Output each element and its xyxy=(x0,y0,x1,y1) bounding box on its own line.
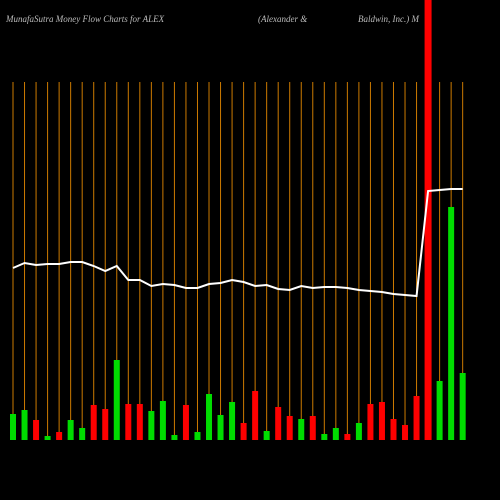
bar xyxy=(332,428,339,440)
bar xyxy=(367,404,374,440)
bar xyxy=(286,416,293,440)
bar xyxy=(344,434,351,440)
bar xyxy=(113,360,120,440)
bar xyxy=(90,405,97,440)
bar xyxy=(10,414,16,440)
bar xyxy=(252,391,259,440)
bar xyxy=(102,409,109,440)
bar xyxy=(298,419,305,440)
bar xyxy=(240,423,247,440)
bar xyxy=(79,428,86,440)
line xyxy=(12,188,463,298)
bar xyxy=(33,420,40,440)
bar xyxy=(424,0,432,440)
bar xyxy=(321,434,328,440)
bar xyxy=(44,436,51,440)
bar xyxy=(275,407,282,440)
bar xyxy=(56,432,63,440)
bar xyxy=(436,381,443,440)
bar xyxy=(21,410,28,440)
bar xyxy=(309,416,316,440)
bar xyxy=(229,402,236,440)
bar xyxy=(159,401,166,440)
bar xyxy=(390,419,397,440)
bar xyxy=(136,404,143,440)
bar xyxy=(217,415,224,440)
chart-title: (Alexander & xyxy=(258,14,307,24)
bar xyxy=(171,435,178,440)
chart-title: Baldwin, Inc.) M xyxy=(358,14,419,24)
bar xyxy=(263,431,270,440)
bar xyxy=(67,420,74,440)
bar xyxy=(148,411,155,440)
bar xyxy=(448,207,455,440)
bar xyxy=(413,396,420,440)
bar xyxy=(378,402,385,440)
bar xyxy=(125,404,132,440)
bar xyxy=(459,373,466,440)
bar xyxy=(194,432,201,440)
bar xyxy=(206,394,213,440)
bar xyxy=(355,423,362,440)
chart-title: MunafaSutra Money Flow Charts for ALEX xyxy=(5,14,165,24)
bar xyxy=(402,425,409,440)
bar xyxy=(182,405,189,440)
